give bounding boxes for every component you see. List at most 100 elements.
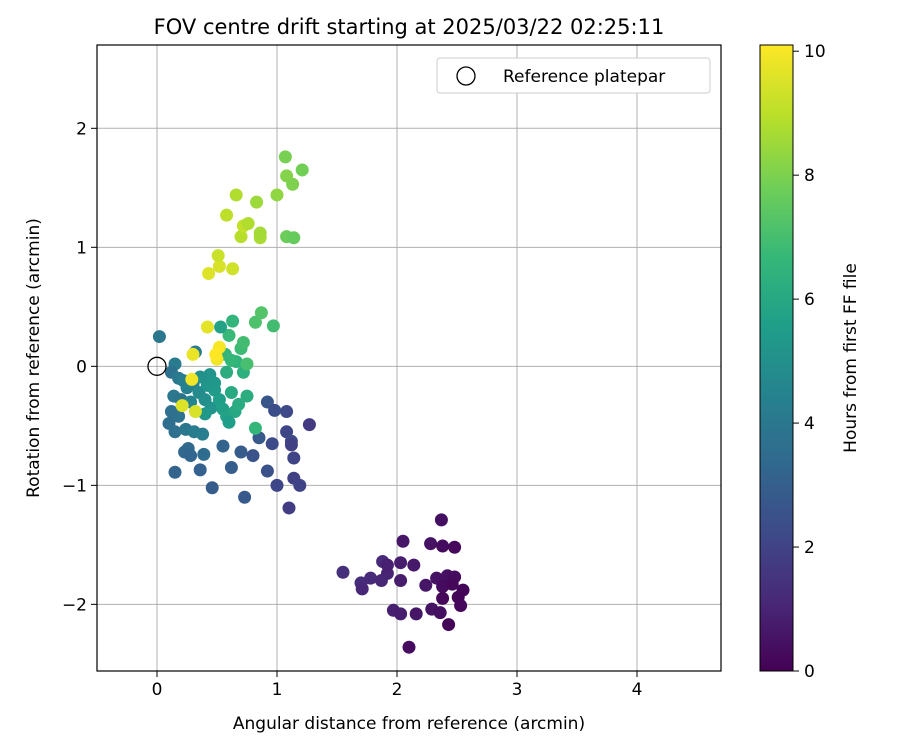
plot-area-frame bbox=[96, 44, 722, 672]
y-tick-label: 0 bbox=[76, 357, 87, 377]
data-point bbox=[402, 640, 416, 654]
data-point bbox=[374, 574, 388, 588]
data-point bbox=[205, 481, 219, 495]
data-point bbox=[214, 320, 228, 334]
data-point bbox=[270, 478, 284, 492]
data-point bbox=[209, 347, 223, 361]
grid bbox=[97, 45, 721, 671]
data-point bbox=[188, 405, 202, 419]
legend-label: Reference platepar bbox=[503, 67, 665, 87]
colorbar-tick-label: 0 bbox=[804, 662, 815, 682]
colorbar-label: Hours from first FF file bbox=[841, 263, 861, 453]
data-point bbox=[434, 513, 448, 527]
data-point bbox=[232, 397, 246, 411]
legend-marker-open-circle bbox=[456, 66, 476, 86]
data-point bbox=[236, 336, 250, 350]
data-point bbox=[234, 230, 248, 244]
colorbar: 0 2 4 6 8 10 Hours from first FF file bbox=[759, 42, 861, 682]
data-point bbox=[175, 399, 189, 413]
data-point bbox=[286, 177, 300, 191]
x-tick-label: 4 bbox=[632, 680, 643, 700]
data-point bbox=[241, 217, 255, 231]
data-point bbox=[184, 449, 198, 463]
data-point bbox=[442, 618, 456, 632]
data-point bbox=[394, 556, 408, 570]
colorbar-tick-label: 2 bbox=[804, 538, 815, 558]
data-point bbox=[216, 439, 230, 453]
data-point bbox=[448, 540, 462, 554]
data-point bbox=[254, 306, 268, 320]
data-point bbox=[287, 231, 301, 245]
data-point bbox=[220, 365, 234, 379]
data-point bbox=[193, 463, 207, 477]
data-point bbox=[302, 418, 316, 432]
data-point bbox=[295, 163, 309, 177]
data-point bbox=[222, 415, 236, 429]
data-point bbox=[287, 451, 301, 465]
data-point bbox=[226, 262, 240, 276]
data-point bbox=[226, 314, 240, 328]
data-point bbox=[280, 405, 294, 419]
colorbar-ticks: 0 2 4 6 8 10 bbox=[793, 42, 826, 682]
colorbar-tick-label: 4 bbox=[804, 414, 815, 434]
data-point bbox=[293, 478, 307, 492]
data-point bbox=[266, 319, 280, 333]
data-point bbox=[253, 226, 267, 240]
data-point bbox=[433, 606, 447, 620]
data-point bbox=[234, 445, 248, 459]
y-tick-label: −1 bbox=[62, 476, 87, 496]
data-point bbox=[454, 599, 468, 613]
data-point bbox=[436, 539, 450, 553]
data-point bbox=[238, 490, 252, 504]
x-tick-label: 3 bbox=[512, 680, 523, 700]
data-point bbox=[260, 464, 274, 478]
data-point bbox=[168, 425, 182, 439]
data-point bbox=[407, 558, 421, 572]
data-point bbox=[168, 465, 182, 479]
data-point bbox=[224, 353, 238, 367]
data-point bbox=[152, 330, 166, 344]
y-tick-label: 2 bbox=[76, 119, 87, 139]
data-point bbox=[200, 320, 214, 334]
colorbar-gradient bbox=[759, 44, 794, 672]
colorbar-tick-label: 6 bbox=[804, 290, 815, 310]
data-point bbox=[212, 259, 226, 273]
chart-title: FOV centre drift starting at 2025/03/22 … bbox=[154, 15, 665, 39]
data-point bbox=[394, 574, 408, 588]
data-point bbox=[409, 607, 423, 621]
data-point bbox=[250, 195, 264, 209]
data-point bbox=[211, 249, 225, 263]
data-point bbox=[186, 347, 200, 361]
data-point bbox=[185, 372, 199, 386]
data-point bbox=[282, 501, 296, 515]
data-point bbox=[202, 267, 216, 281]
data-point bbox=[172, 409, 186, 423]
data-point bbox=[220, 208, 234, 222]
data-point bbox=[424, 537, 438, 551]
data-point bbox=[224, 386, 238, 400]
data-point bbox=[246, 449, 260, 463]
x-tick-label: 1 bbox=[272, 680, 283, 700]
data-point bbox=[240, 357, 254, 371]
data-point bbox=[268, 403, 282, 417]
data-point bbox=[248, 315, 262, 329]
data-point bbox=[419, 578, 433, 592]
colorbar-tick-label: 10 bbox=[804, 42, 826, 62]
data-point bbox=[364, 571, 378, 585]
data-point bbox=[196, 427, 210, 441]
legend-box bbox=[436, 57, 711, 94]
data-point bbox=[229, 188, 243, 202]
x-tick-label: 2 bbox=[392, 680, 403, 700]
data-point bbox=[197, 447, 211, 461]
data-point bbox=[445, 577, 459, 591]
data-point bbox=[248, 421, 262, 435]
colorbar-tick-label: 8 bbox=[804, 166, 815, 186]
data-point bbox=[394, 607, 408, 621]
data-point bbox=[355, 582, 369, 596]
legend: Reference platepar bbox=[436, 57, 711, 94]
x-axis-label: Angular distance from reference (arcmin) bbox=[233, 714, 585, 734]
data-point bbox=[278, 150, 292, 164]
data-point bbox=[284, 438, 298, 452]
data-point bbox=[396, 534, 410, 548]
